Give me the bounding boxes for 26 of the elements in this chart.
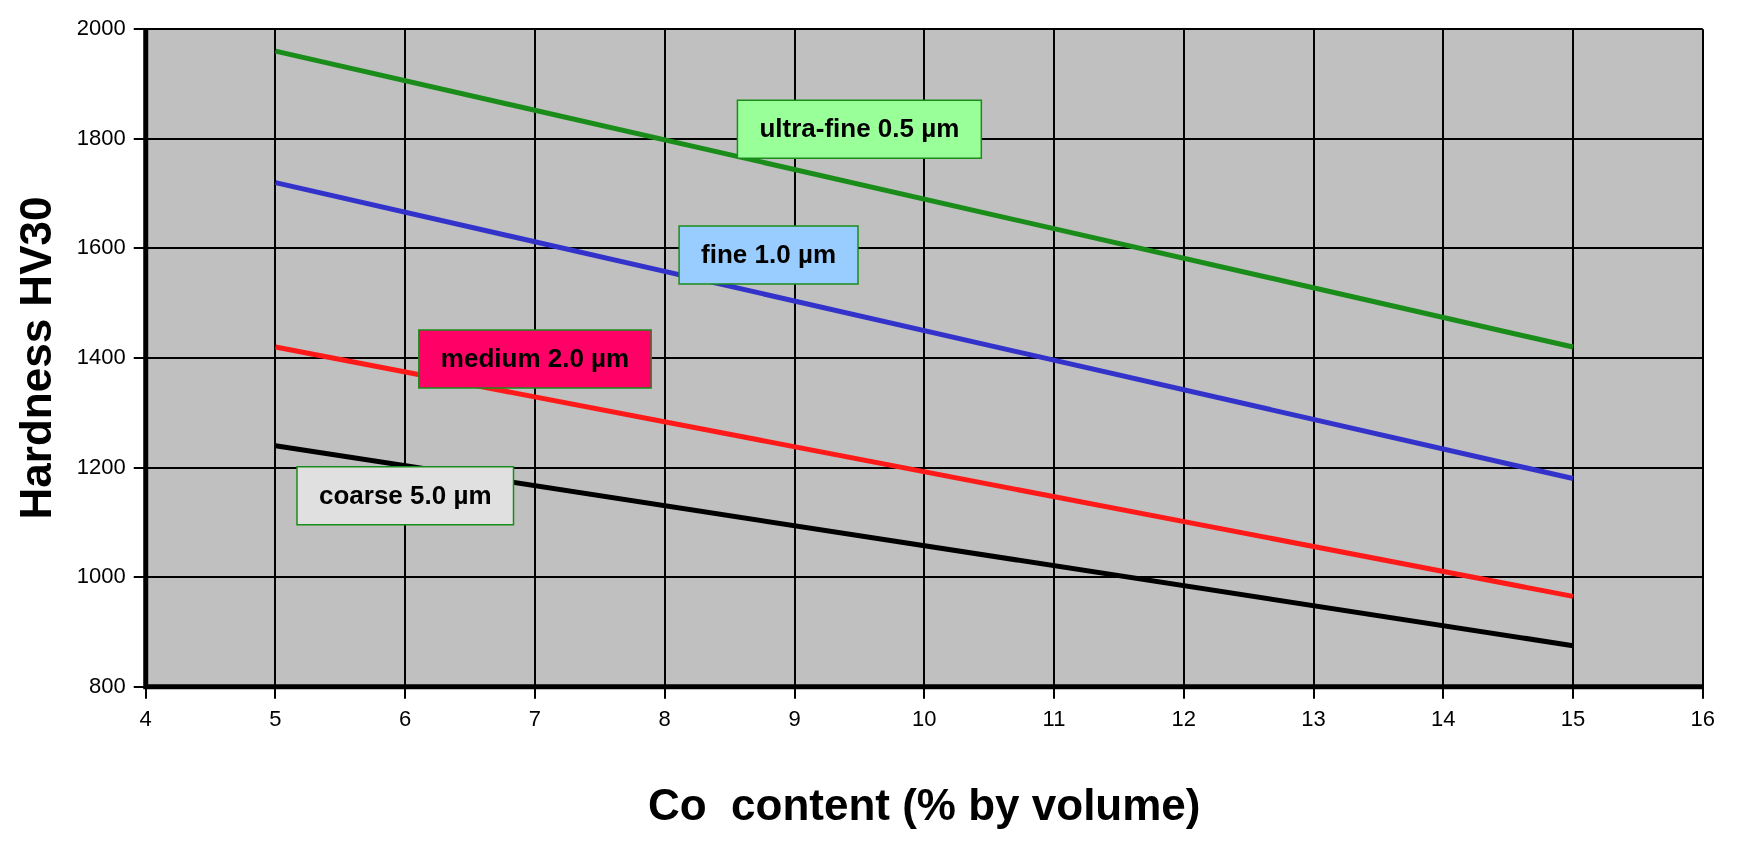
x-tick-label: 9 bbox=[788, 706, 801, 732]
x-tick-label: 16 bbox=[1690, 706, 1716, 732]
x-tick-label: 14 bbox=[1431, 706, 1456, 732]
x-tick-label: 4 bbox=[139, 706, 152, 732]
series-label: coarse 5.0 µm bbox=[318, 479, 492, 510]
y-tick-label: 800 bbox=[89, 672, 126, 698]
x-tick-label: 10 bbox=[912, 706, 937, 732]
y-tick-label: 1800 bbox=[76, 124, 126, 150]
x-axis-title: Co content (% by volume) bbox=[648, 779, 1201, 829]
series-label: medium 2.0 µm bbox=[440, 343, 630, 374]
y-tick-label: 1000 bbox=[76, 563, 126, 589]
y-tick-label: 1600 bbox=[76, 234, 126, 260]
series-label: ultra-fine 0.5 µm bbox=[759, 113, 960, 144]
x-tick-label: 7 bbox=[528, 706, 542, 732]
y-tick-label: 2000 bbox=[76, 15, 126, 41]
x-tick-label: 11 bbox=[1042, 706, 1066, 732]
x-tick-label: 5 bbox=[269, 706, 282, 732]
x-tick-label: 8 bbox=[658, 706, 671, 732]
y-tick-label: 1200 bbox=[76, 453, 126, 479]
x-tick-label: 6 bbox=[399, 706, 412, 732]
y-axis-title: Hardness HV30 bbox=[10, 196, 60, 520]
x-tick-label: 15 bbox=[1560, 706, 1586, 732]
y-tick-label: 1400 bbox=[76, 344, 126, 370]
x-tick-label: 13 bbox=[1301, 706, 1326, 732]
series-label: fine 1.0 µm bbox=[701, 239, 837, 270]
x-tick-label: 12 bbox=[1171, 706, 1196, 732]
